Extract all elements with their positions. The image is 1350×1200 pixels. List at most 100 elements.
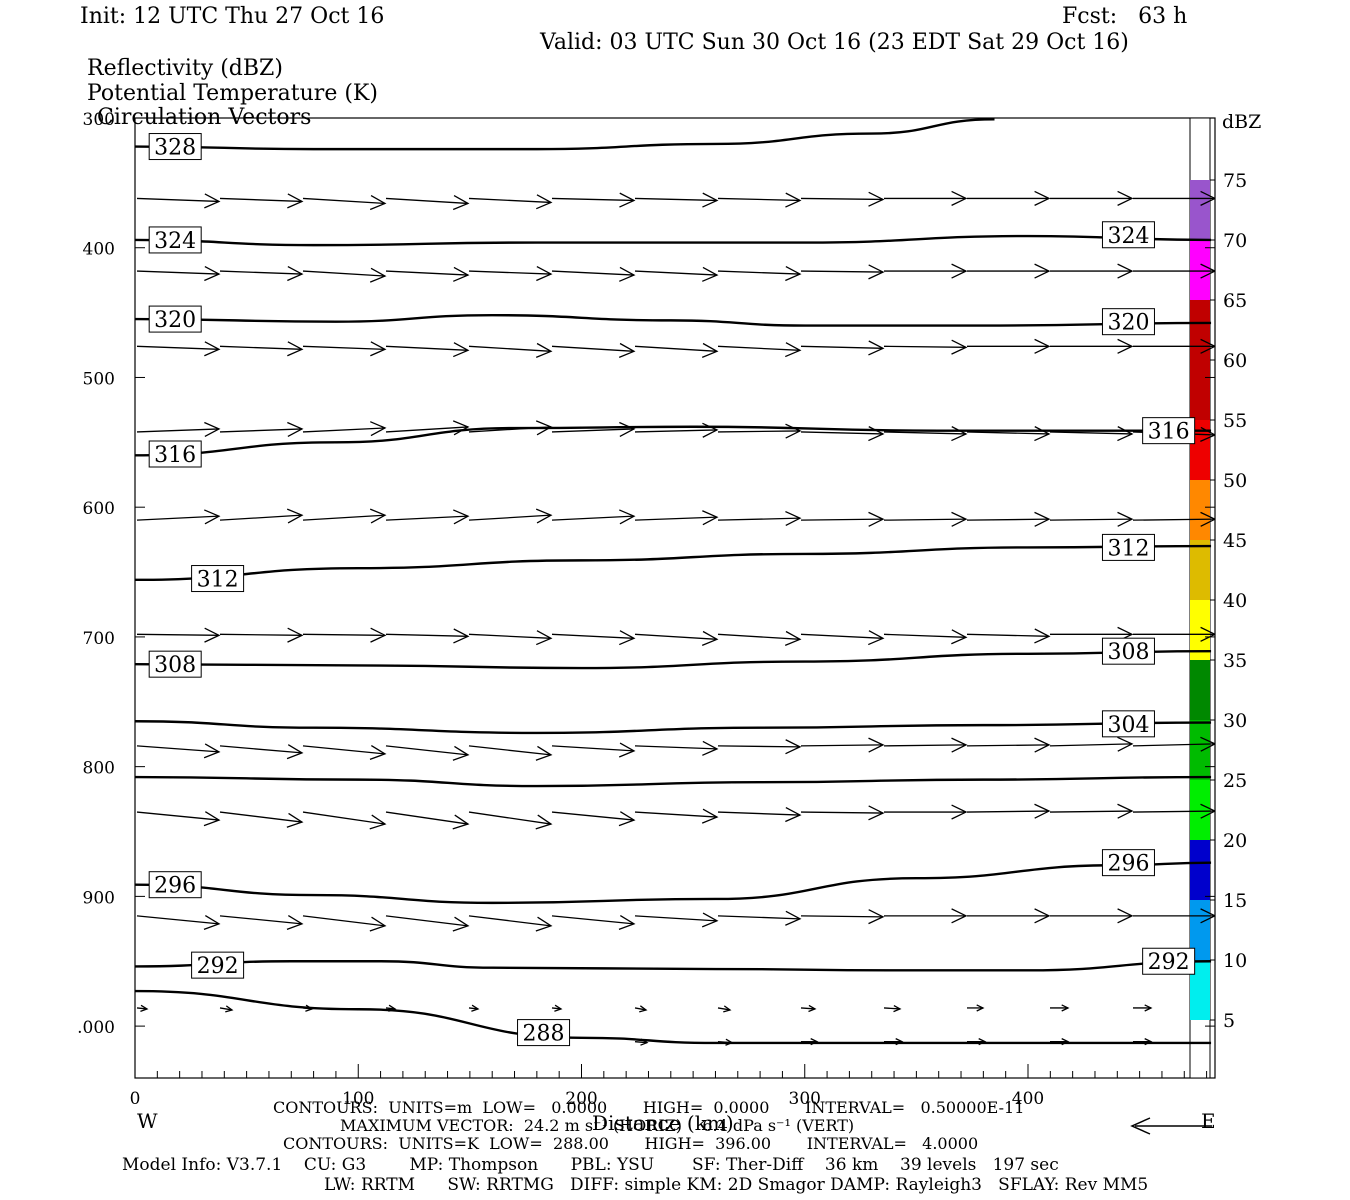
isentrope-label-box (191, 951, 245, 979)
colorbar-label: 40 (1223, 590, 1247, 612)
isentrope-label-box (148, 440, 202, 468)
isentrope-label: 296 (154, 874, 196, 899)
east-label: E (1201, 1109, 1216, 1133)
isentrope-label-box (1101, 849, 1155, 877)
vector-head (785, 910, 802, 926)
vector-shaft (468, 197, 552, 204)
vector-head (369, 916, 387, 932)
vector-head (204, 341, 221, 357)
vector-shaft (302, 427, 386, 433)
vector-head (951, 511, 968, 527)
vector-head (1200, 626, 1215, 642)
vector-shaft (1132, 518, 1215, 521)
colorbar-label: 30 (1223, 710, 1247, 732)
vector-head (452, 420, 470, 436)
vector-head (1117, 426, 1134, 442)
vector-shaft (634, 270, 718, 276)
vector-shaft (800, 744, 884, 747)
vector-head (287, 193, 304, 209)
vector-shaft (717, 811, 801, 816)
vector-shaft (136, 1007, 148, 1010)
vector-head (619, 192, 636, 208)
west-label: W (137, 1109, 158, 1133)
isentrope-label-box (1101, 710, 1155, 738)
vector-shaft (800, 518, 884, 521)
y-tick-label: 700 (83, 629, 115, 649)
field-label-theta: Potential Temperature (K) (87, 81, 378, 106)
vector-shaft (717, 1007, 731, 1011)
isentrope-label: 316 (154, 443, 196, 468)
isentrope-300 (135, 775, 1212, 788)
vector-head (725, 1038, 734, 1046)
vector-head (1117, 511, 1134, 527)
contour-info-m: CONTOURS: UNITS=m LOW= 0.0000 HIGH= 0.00… (273, 1098, 1025, 1117)
vector-head (895, 1038, 904, 1046)
vector-shaft (302, 811, 386, 825)
vector-shaft (883, 744, 967, 747)
vector-shaft (551, 345, 635, 352)
vector-head (951, 339, 968, 355)
plot-frame (134, 117, 1216, 1079)
isentrope-label: 328 (154, 136, 196, 161)
vector-head (225, 1005, 234, 1013)
vector-head (1034, 426, 1051, 442)
vector-head (951, 629, 968, 645)
vector-shaft (468, 1007, 479, 1010)
isentrope-label: 304 (1107, 713, 1149, 738)
vector-head (1200, 426, 1215, 442)
vector-head (1117, 263, 1134, 279)
vector-shaft (717, 1041, 733, 1044)
colorbar-label: 20 (1223, 830, 1247, 852)
vector-head (535, 420, 553, 436)
colorbar-band-20 (1190, 780, 1210, 840)
colorbar-band-30 (1190, 660, 1210, 720)
vector-shaft (717, 745, 801, 748)
vector-shaft (302, 270, 386, 277)
vector-head (554, 1004, 563, 1012)
colorbar-label: 35 (1223, 650, 1247, 672)
vector-head (1284, 909, 1298, 923)
vector-head (702, 510, 719, 526)
vector-shaft (136, 811, 220, 821)
vector-head (1228, 1039, 1234, 1045)
vector-head (785, 739, 802, 755)
vector-head (203, 743, 221, 759)
vector-head (1313, 1005, 1319, 1011)
vector-shaft (1299, 744, 1350, 746)
vector-head (1200, 190, 1215, 206)
vector-head (535, 342, 553, 358)
isentrope-label: 320 (1107, 311, 1149, 336)
vector-head (1034, 190, 1051, 206)
vector-shaft (1216, 744, 1298, 746)
vector-head (369, 508, 387, 524)
vector-shaft (551, 515, 635, 521)
vector-head (640, 1038, 649, 1046)
vector-head (1284, 512, 1298, 526)
colorbar-band-40 (1190, 540, 1210, 600)
vector-head (369, 814, 387, 830)
vector-shaft (800, 633, 884, 639)
vector-head (619, 421, 636, 438)
vector-head (618, 914, 636, 930)
vector-shaft (136, 745, 220, 753)
vector-shaft (717, 915, 801, 920)
isentrope-label-box (1101, 308, 1155, 336)
vector-head (1283, 193, 1298, 207)
contour-info-k: CONTOURS: UNITS=K LOW= 288.00 HIGH= 396.… (283, 1134, 979, 1153)
vector-shaft (551, 915, 635, 925)
vector-head (1117, 908, 1134, 924)
vector-head (287, 341, 304, 357)
vector-shaft (302, 633, 386, 636)
vector-head (785, 266, 802, 282)
vector-shaft (634, 1007, 647, 1011)
isentrope-label: 324 (154, 229, 196, 254)
vector-shaft (634, 516, 718, 521)
vector-head (951, 908, 968, 924)
vector-shaft (966, 810, 1050, 813)
vector-shaft (966, 518, 1050, 521)
colorbar-band-70 (1190, 180, 1210, 240)
vector-head (287, 266, 304, 282)
colorbar-band-60 (1190, 300, 1210, 360)
field-label-reflectivity: Reflectivity (dBZ) (87, 56, 283, 81)
